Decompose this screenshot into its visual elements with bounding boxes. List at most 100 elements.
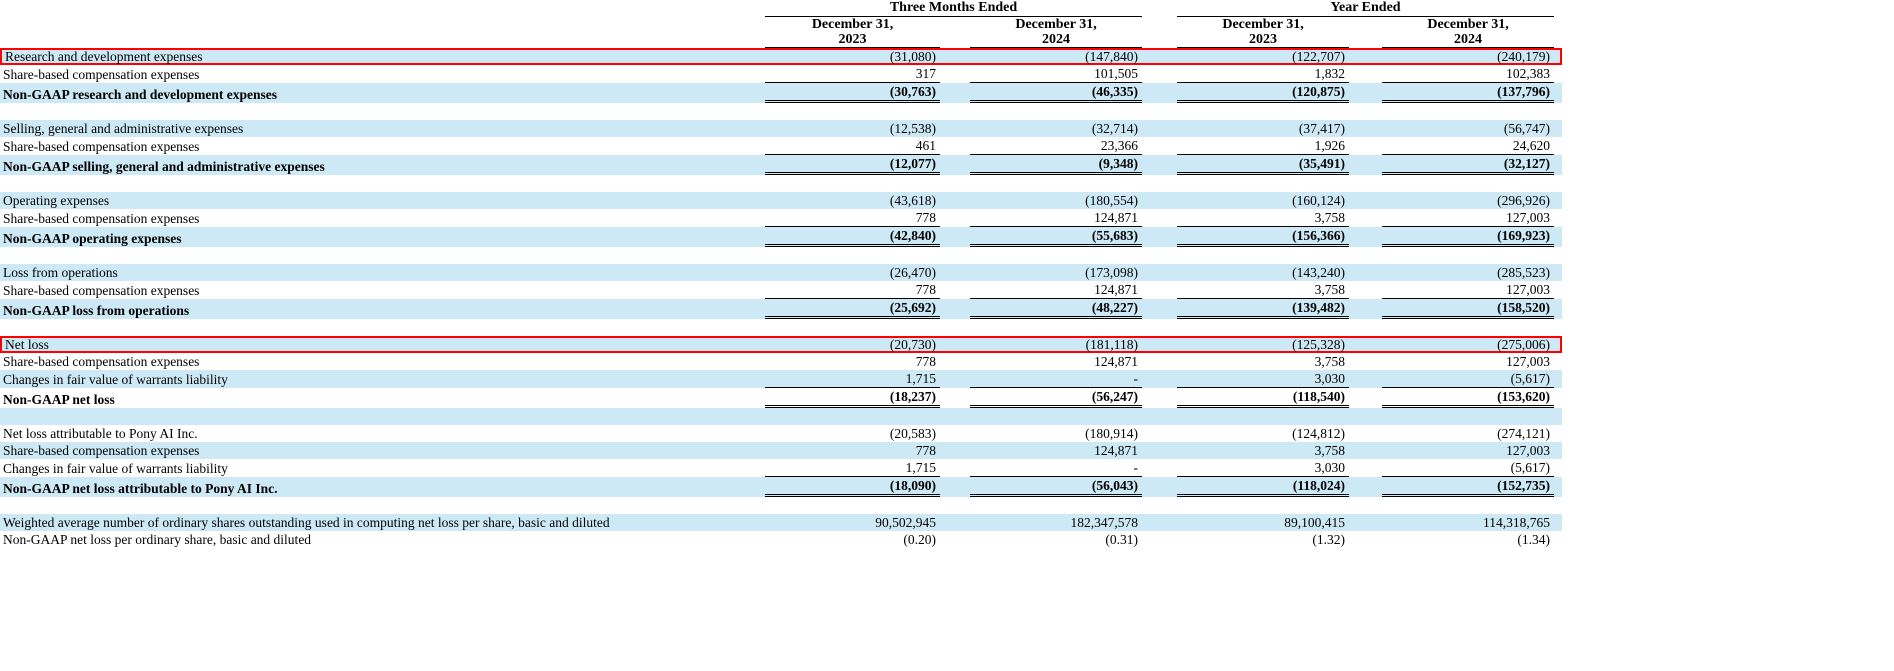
cell-value: 317: [765, 65, 940, 83]
cell-value: (31,080): [765, 48, 940, 65]
cell-value: 3,758: [1314, 354, 1346, 369]
cell-value: [1177, 497, 1349, 514]
spacer-row: [0, 408, 1563, 425]
row-label: Non-GAAP net loss per ordinary share, ba…: [3, 532, 312, 547]
spacer-cell: [1142, 17, 1177, 48]
spacer-cell: [1554, 155, 1562, 175]
table-row: Non-GAAP net loss (18,237) (56,247) (118,54…: [0, 388, 1562, 408]
cell-value: 778: [765, 209, 940, 227]
cell-value: 101,505: [970, 65, 1143, 83]
spacer-cell: [1554, 425, 1562, 442]
row-label: [0, 408, 765, 425]
spacer-cell: [940, 48, 970, 65]
cell-value: (35,491): [1177, 155, 1350, 175]
row-label: Changes in fair value of warrants liabil…: [3, 461, 228, 476]
cell-value: (20,730): [765, 336, 940, 353]
spacer-cell: [1554, 336, 1563, 353]
spacer-cell: [1554, 299, 1562, 319]
cell-value: (37,417): [1298, 121, 1346, 136]
spacer-cell: [1349, 299, 1382, 319]
row-label: Non-GAAP selling, general and administra…: [3, 159, 325, 174]
spacer-cell: [1142, 319, 1177, 336]
row-label: Share-based compensation expenses: [3, 67, 200, 82]
column-header-line2: 2023: [1249, 32, 1278, 47]
spacer-cell: [1554, 83, 1562, 103]
spacer-cell: [1349, 227, 1382, 247]
spacer-cell: [940, 299, 970, 319]
cell-value: [1177, 408, 1349, 425]
cell-value: (143,240): [1292, 265, 1346, 280]
row-label: Share-based compensation expenses: [3, 139, 200, 154]
spacer-cell: [1554, 388, 1562, 408]
spacer-cell: [1554, 477, 1562, 497]
row-label: [0, 247, 765, 264]
row-label: Research and development expenses: [0, 48, 765, 65]
cell-value: [1382, 408, 1554, 425]
cell-value: [1382, 103, 1554, 120]
spacer-cell: [1554, 497, 1562, 514]
spacer-cell: [1349, 281, 1382, 299]
spacer-cell: [1554, 120, 1562, 137]
cell-value: (137,796): [1382, 83, 1555, 103]
spacer-row: [0, 103, 1562, 120]
cell-value: 778: [915, 354, 936, 369]
column-header-line2: 2024: [1454, 32, 1483, 47]
row-label: Non-GAAP net loss attributable to Pony A…: [3, 481, 278, 496]
cell-value: 3,030: [1177, 459, 1350, 477]
cell-value: 3,758: [1177, 281, 1350, 299]
column-header-date-1: December 31, 2023: [765, 17, 940, 48]
spacer-cell: [1142, 209, 1177, 227]
spacer-cell: [1349, 319, 1382, 336]
cell-value: 102,383: [1382, 65, 1555, 83]
spacer-cell: [1142, 227, 1177, 247]
cell-value: 124,871: [1094, 354, 1139, 369]
spacer-cell: [940, 388, 970, 408]
cell-value: [1177, 103, 1349, 120]
cell-value: 114,318,765: [1483, 515, 1551, 530]
cell-value: (32,714): [1091, 121, 1139, 136]
spacer-cell: [1349, 209, 1382, 227]
cell-value: (18,090): [765, 477, 940, 497]
cell-value: (46,335): [970, 83, 1143, 103]
cell-value: [970, 175, 1142, 192]
cell-value: [765, 319, 940, 336]
spacer-cell: [1142, 408, 1177, 425]
spacer-cell: [1349, 531, 1382, 548]
cell-value: (0.31): [1105, 532, 1139, 547]
cell-value: -: [970, 459, 1143, 477]
table-row: Share-based compensation expenses 778 124,…: [0, 442, 1563, 459]
cell-value: (147,840): [970, 48, 1143, 65]
spacer-cell: [1554, 531, 1562, 548]
cell-value: 23,366: [970, 137, 1143, 155]
cell-value: 124,871: [970, 209, 1143, 227]
cell-value: (118,540): [1177, 388, 1350, 408]
spacer-cell: [1554, 65, 1562, 83]
spacer-cell: [1349, 65, 1382, 83]
spacer-cell: [940, 459, 970, 477]
cell-value: 1,926: [1177, 137, 1350, 155]
spacer-cell: [940, 281, 970, 299]
cell-value: (274,121): [1497, 426, 1551, 441]
spacer-cell: [940, 370, 970, 388]
spacer-cell: [1554, 353, 1562, 370]
spacer-cell: [940, 175, 970, 192]
row-label: [0, 175, 765, 192]
column-header-line2: 2023: [838, 32, 867, 47]
column-header-row: December 31, 2023 December 31, 2024 Dece…: [0, 17, 1562, 48]
cell-value: [765, 247, 940, 264]
spacer-cell: [940, 514, 970, 531]
cell-value: (56,043): [970, 477, 1143, 497]
cell-value: (5,617): [1382, 370, 1555, 388]
row-label: Share-based compensation expenses: [3, 283, 200, 298]
cell-value: 127,003: [1506, 443, 1551, 458]
table-row: Non-GAAP operating expenses (42,840) (55,6…: [0, 227, 1563, 247]
row-label: Non-GAAP research and development expens…: [3, 87, 277, 102]
spacer-cell: [1142, 137, 1177, 155]
spacer-cell: [1554, 48, 1563, 65]
row-label: [0, 497, 765, 514]
period-group-year-ended: Year Ended: [1177, 0, 1555, 17]
spacer-cell: [1349, 48, 1383, 65]
cell-value: (120,875): [1177, 83, 1350, 103]
table-row: Share-based compensation expenses 317 101,…: [0, 65, 1562, 83]
